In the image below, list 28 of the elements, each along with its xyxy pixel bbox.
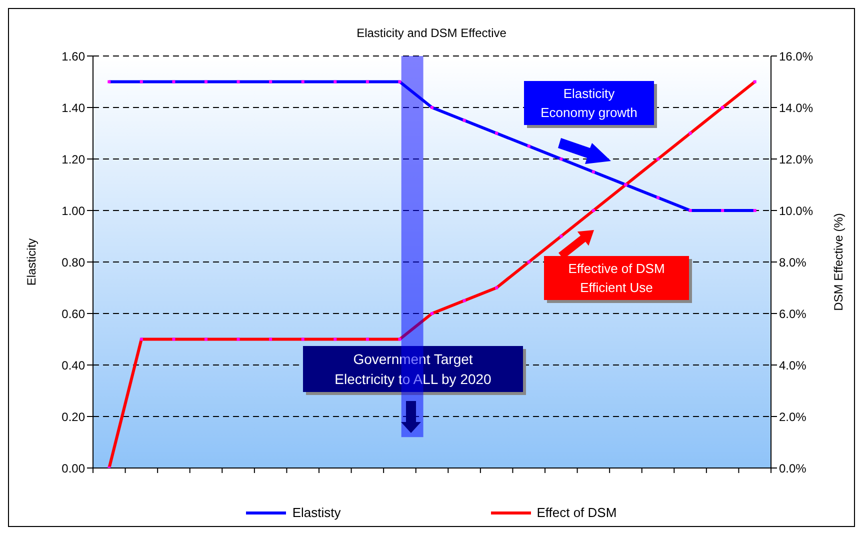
line-series [108,80,756,212]
y-tick-label: 0.80 [62,255,86,270]
y-tick-label: 0.20 [62,410,86,424]
y2-tick-label: 2.0% [779,410,807,424]
y2-tick-label: 0.0% [779,461,807,476]
y-tick-label: 1.00 [62,204,86,218]
y2-axis-title: DSM Effective (%) [831,213,846,311]
callout-box: Effective of DSM Efficient Use [544,256,689,300]
chart-title: Elasticity and DSM Effective [356,26,508,40]
y2-tick-label: 14.0% [779,100,814,115]
y2-tick-label: 10.0% [779,204,814,218]
callout-box: Elasticity Economy growth [524,81,654,125]
y2-tick-label: 6.0% [779,306,807,321]
callout-box: Government Target Electricity to ALL by 2020 [303,346,523,392]
y-tick-label: 1.40 [62,100,86,115]
y-tick-label: 0.00 [62,461,86,476]
y2-tick-label: 12.0% [779,152,814,166]
y-tick-label: 0.40 [62,358,86,372]
y2-tick-label: 8.0% [779,255,807,270]
y-tick-label: 1.60 [62,49,86,64]
y-axis-title: Elasticity [24,238,38,286]
y-tick-label: 1.20 [62,152,86,166]
y-tick-label: 0.60 [62,306,86,321]
legend-label: Elastisty [292,505,341,520]
line-series [108,80,756,468]
legend-label: Effect of DSM [536,505,617,520]
y2-tick-label: 16.0% [779,49,814,64]
y2-tick-label: 4.0% [779,358,807,372]
